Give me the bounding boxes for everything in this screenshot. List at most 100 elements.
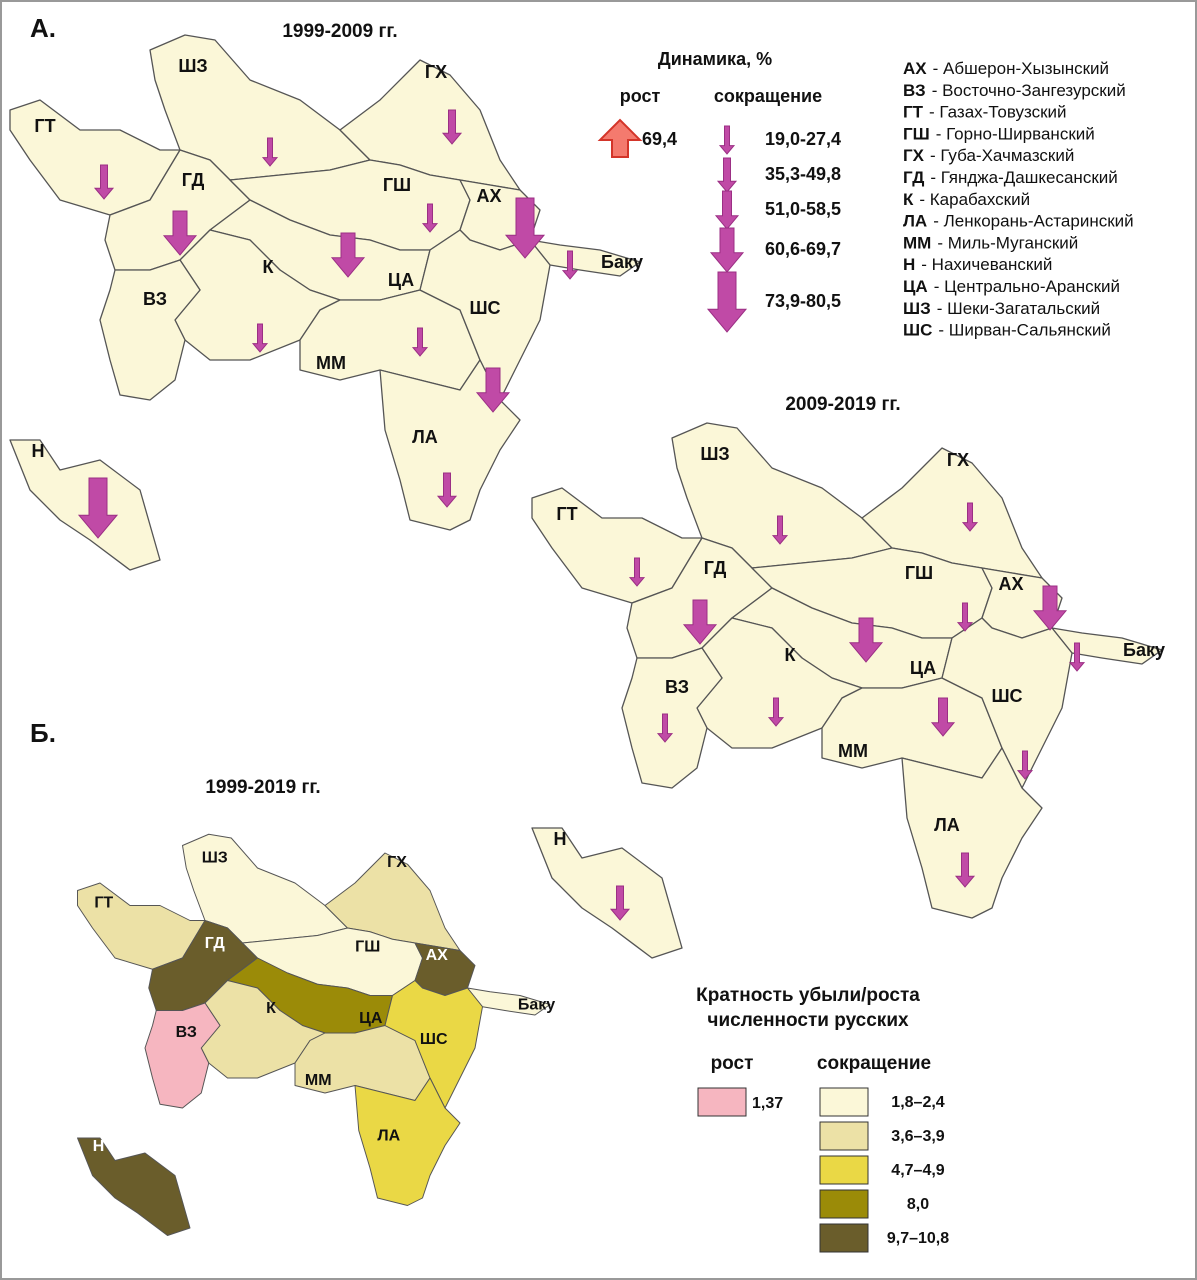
legend-heading: рост [620,86,661,106]
region-label: ММ [305,1072,332,1089]
region-label: ГШ [905,563,933,583]
region-name: - Губа-Хачмазский [930,147,1074,166]
arrow [767,697,785,727]
region-name: - Карабахский [919,190,1030,209]
region-label: ШС [991,686,1022,706]
arrow [1016,750,1034,780]
legend-swatch [819,1087,869,1117]
abbreviation: ЦА - Центрально-Аранский [903,277,1120,296]
legend-label: 19,0-27,4 [765,129,841,149]
arrow [1032,585,1068,631]
arrow [714,190,740,230]
region-name: - Гянджа-Дашкесанский [930,168,1117,187]
region-label: ГД [182,170,205,190]
abbr: ШС [903,321,932,340]
abbr: ЛА [903,212,927,231]
region-label: ЛА [412,427,438,447]
legend-label: 73,9-80,5 [765,291,841,311]
legend-heading: рост [711,1053,754,1074]
abbr: ГД [903,168,924,187]
region-name: - Восточно-Зангезурский [932,81,1126,100]
legend-label: 1,37 [752,1095,783,1112]
legend-label: 69,4 [642,129,677,149]
arrow [628,557,646,587]
region-label: ВЗ [176,1024,197,1041]
region-name: - Шеки-Загатальский [937,299,1100,318]
map-title: 1999-2009 гг. [282,21,397,42]
abbr: ГШ [903,125,930,144]
arrow [561,250,579,280]
arrow [162,210,198,256]
region-label: ШЗ [178,56,207,76]
region-label: ГШ [355,939,380,956]
arrow [330,232,366,278]
abbreviation: Н - Нахичеванский [903,256,1052,275]
region-label: К [266,1000,276,1017]
legend-heading: сокращение [817,1053,931,1074]
region-label: К [263,257,275,277]
region-label: ГТ [34,116,55,136]
region-label: ГД [704,558,727,578]
arrow [961,502,979,532]
panel-label: А. [30,13,56,43]
region-label: Баку [518,996,555,1013]
arrow [441,109,463,145]
arrow [411,327,429,357]
legend-label: 60,6-69,7 [765,239,841,259]
overlay: ШЗ ГХ ГТ ГД ГШ АХ К ЦА ВЗ ШС ММ ЛА Н Баку ШЗ ГХ ГТ ГД ГШ АХ… [32,56,1165,1253]
region-label: Баку [601,252,643,272]
legend-swatch [819,1155,869,1185]
arrow [609,885,631,921]
legend-title: Динамика, % [658,49,772,69]
abbr: ЦА [903,277,928,296]
region-label: ШС [420,1031,448,1048]
arrow [656,713,674,743]
abbreviation: ГД - Гянджа-Дашкесанский [903,168,1118,187]
legend-heading: сокращение [714,86,822,106]
legend-title: численности русских [707,1010,909,1031]
arrow [251,323,269,353]
legend-label: 1,8–2,4 [891,1094,944,1111]
abbreviation: ЛА - Ленкорань-Астаринский [903,212,1134,231]
arrow [956,602,974,632]
region-label: Н [554,829,567,849]
abbr: Н [903,256,915,275]
arrow [848,617,884,663]
region-label: Н [32,441,45,461]
region-name: - Горно-Ширванский [936,125,1095,144]
region-label: ГТ [556,504,577,524]
abbreviation: ГХ - Губа-Хачмазский [903,147,1074,166]
map-title: 1999-2019 гг. [205,777,320,798]
abbreviation: ШС - Ширван-Сальянский [903,321,1111,340]
region-label: ШС [469,298,500,318]
region-label: АХ [998,574,1023,594]
arrow [716,157,738,193]
abbreviation: ММ - Миль-Муганский [903,234,1078,253]
region-label: ЛА [377,1128,400,1145]
arrow [930,697,956,737]
arrow [261,137,279,167]
arrow [706,271,748,333]
region-label: ГХ [425,62,447,82]
abbr: ГТ [903,103,924,122]
region-label: К [785,645,797,665]
region-label: Баку [1123,640,1165,660]
abbreviation: К - Карабахский [903,190,1030,209]
region-label: ШЗ [700,444,729,464]
legend-label: 51,0-58,5 [765,199,841,219]
abbr: ШЗ [903,299,931,318]
abbreviation: ГТ - Газах-Товузский [903,103,1067,122]
arrow [77,477,119,539]
legend-title: Кратность убыли/роста [696,985,920,1006]
region-name: - Нахичеванский [921,256,1052,275]
abbr: ММ [903,234,931,253]
abbr: ГХ [903,147,925,166]
region-label: ГШ [383,175,411,195]
abbreviation: ВЗ - Восточно-Зангезурский [903,81,1126,100]
arrow [771,515,789,545]
legend-label: 4,7–4,9 [891,1162,944,1179]
arrow [718,125,736,155]
abbreviation: ШЗ - Шеки-Загатальский [903,299,1100,318]
region-name: - Ширван-Сальянский [938,321,1110,340]
